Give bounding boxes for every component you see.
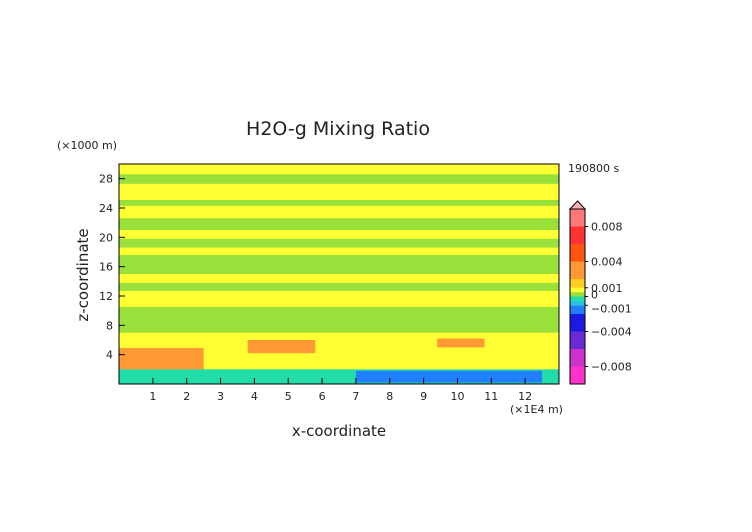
colorbar-extend-arrow (568, 200, 587, 210)
y-axis-label: z-coordinate (74, 228, 92, 321)
x-axis-label: x-coordinate (292, 422, 386, 440)
colorbar-segment (570, 244, 585, 262)
colorbar-segment (570, 287, 585, 293)
y-tick-label: 8 (106, 319, 113, 332)
heatmap-region-green (119, 174, 559, 184)
x-unit-label: (×1E4 m) (510, 403, 563, 416)
y-tick-label: 16 (99, 261, 113, 274)
heatmap-region-orange (437, 338, 485, 348)
colorbar-label: 0.004 (591, 256, 623, 269)
colorbar-segment (570, 292, 585, 297)
heatmap-region-green (119, 218, 559, 230)
y-tick-label: 12 (99, 290, 113, 303)
colorbar-label: −0.001 (591, 302, 632, 315)
colorbar-label: −0.008 (591, 361, 632, 374)
heatmap-region-orange (119, 348, 204, 371)
x-axis-ticks: 1 2 3 4 5 6 7 8 9 10 11 12 (149, 378, 532, 403)
heatmap-region-green (119, 307, 559, 333)
x-tick-label: 8 (386, 390, 393, 403)
x-tick-label: 5 (285, 390, 292, 403)
colorbar-segment (570, 296, 585, 301)
heatmap-area (119, 164, 559, 384)
colorbar-label: 0 (591, 289, 598, 302)
y-axis-ticks: 4 8 12 16 20 24 28 (99, 173, 125, 362)
y-tick-label: 20 (99, 231, 113, 244)
heatmap-region-orange (247, 340, 316, 354)
x-tick-label: 1 (149, 390, 156, 403)
x-tick-label: 4 (251, 390, 258, 403)
colorbar-segment (570, 314, 585, 332)
chart-title: H2O-g Mixing Ratio (246, 118, 430, 140)
x-tick-label: 6 (319, 390, 326, 403)
colorbar-segment (570, 366, 585, 384)
time-label: 190800 s (568, 162, 619, 175)
y-tick-label: 28 (99, 173, 113, 186)
x-tick-label: 12 (518, 390, 532, 403)
plot-frame (118, 163, 560, 385)
x-tick-label: 11 (484, 390, 498, 403)
colorbar-segment (570, 209, 585, 227)
colorbar-segment (570, 279, 585, 288)
colorbar-segment (570, 305, 585, 314)
x-tick-label: 2 (183, 390, 190, 403)
heatmap-region-blue (355, 370, 543, 383)
colorbar-label: 0.008 (591, 221, 623, 234)
colorbar-label: 0.001 (591, 282, 623, 295)
colorbar-label: −0.004 (591, 326, 632, 339)
colorbar-segment (570, 349, 585, 367)
x-tick-label: 10 (450, 390, 464, 403)
x-tick-label: 9 (420, 390, 427, 403)
colorbar-segment (570, 226, 585, 244)
heatmap-region-green (119, 282, 559, 291)
x-tick-label: 3 (217, 390, 224, 403)
heatmap-region-green (119, 199, 559, 206)
heatmap-region-green (119, 238, 559, 248)
heatmap-region-green (119, 254, 559, 274)
y-tick-label: 24 (99, 202, 113, 215)
y-unit-label: (×1000 m) (57, 139, 117, 152)
colorbar-segment (570, 300, 585, 306)
x-tick-label: 7 (352, 390, 359, 403)
y-tick-label: 4 (106, 349, 113, 362)
colorbar-segment (570, 261, 585, 279)
colorbar-segment (570, 331, 585, 349)
